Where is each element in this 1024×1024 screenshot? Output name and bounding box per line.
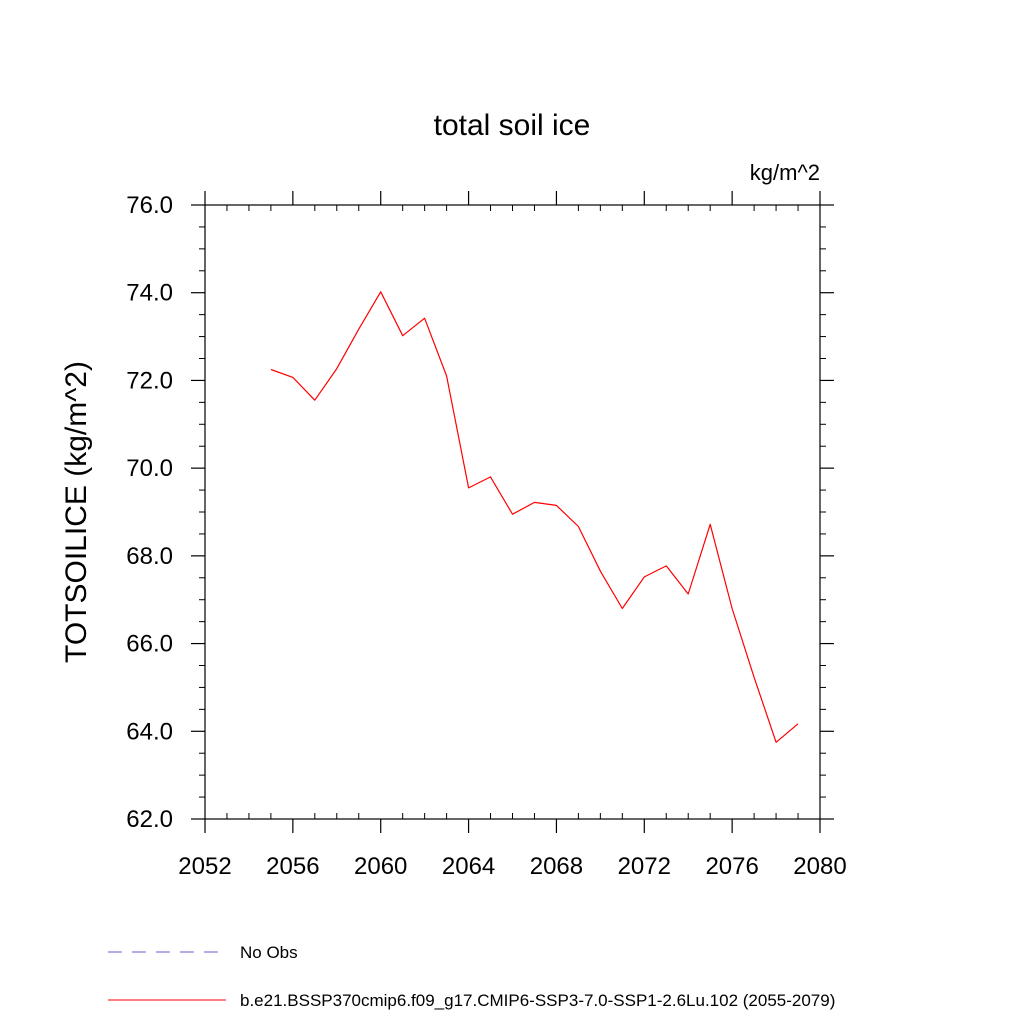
- legend-label: No Obs: [240, 943, 298, 962]
- x-tick-label: 2080: [793, 853, 846, 880]
- x-tick-label: 2052: [178, 853, 231, 880]
- x-tick-label: 2076: [705, 853, 758, 880]
- x-tick-label: 2060: [354, 853, 407, 880]
- plot-frame: [204, 204, 821, 820]
- x-tick-label: 2068: [530, 853, 583, 880]
- y-axis-label: TOTSOILICE (kg/m^2): [60, 361, 93, 663]
- y-tick-label: 66.0: [126, 631, 173, 658]
- series-layer: [270, 291, 799, 743]
- x-tick-label: 2064: [442, 853, 495, 880]
- y-tick-label: 72.0: [126, 367, 173, 394]
- units-label: kg/m^2: [750, 160, 820, 185]
- legend: No Obs b.e21.BSSP370cmip6.f09_g17.CMIP6-S…: [108, 943, 835, 1010]
- x-tick-label: 2072: [618, 853, 671, 880]
- chart-title: total soil ice: [434, 109, 591, 142]
- minor-ticks: [199, 205, 826, 819]
- series-line: [270, 291, 799, 743]
- y-axis: 62.0 64.0 66.0 68.0 70.0 72.0 74.0 76.0: [126, 192, 834, 833]
- y-tick-label: 64.0: [126, 718, 173, 745]
- y-tick-label: 68.0: [126, 543, 173, 570]
- x-axis: 2052 2056 2060 2064 2068 2072 2076 2080: [178, 191, 847, 880]
- y-tick-label: 76.0: [126, 192, 173, 219]
- y-tick-label: 62.0: [126, 806, 173, 833]
- x-tick-label: 2056: [266, 853, 319, 880]
- legend-label: b.e21.BSSP370cmip6.f09_g17.CMIP6-SSP3-7.…: [240, 991, 835, 1010]
- y-tick-label: 74.0: [126, 280, 173, 307]
- y-tick-label: 70.0: [126, 455, 173, 482]
